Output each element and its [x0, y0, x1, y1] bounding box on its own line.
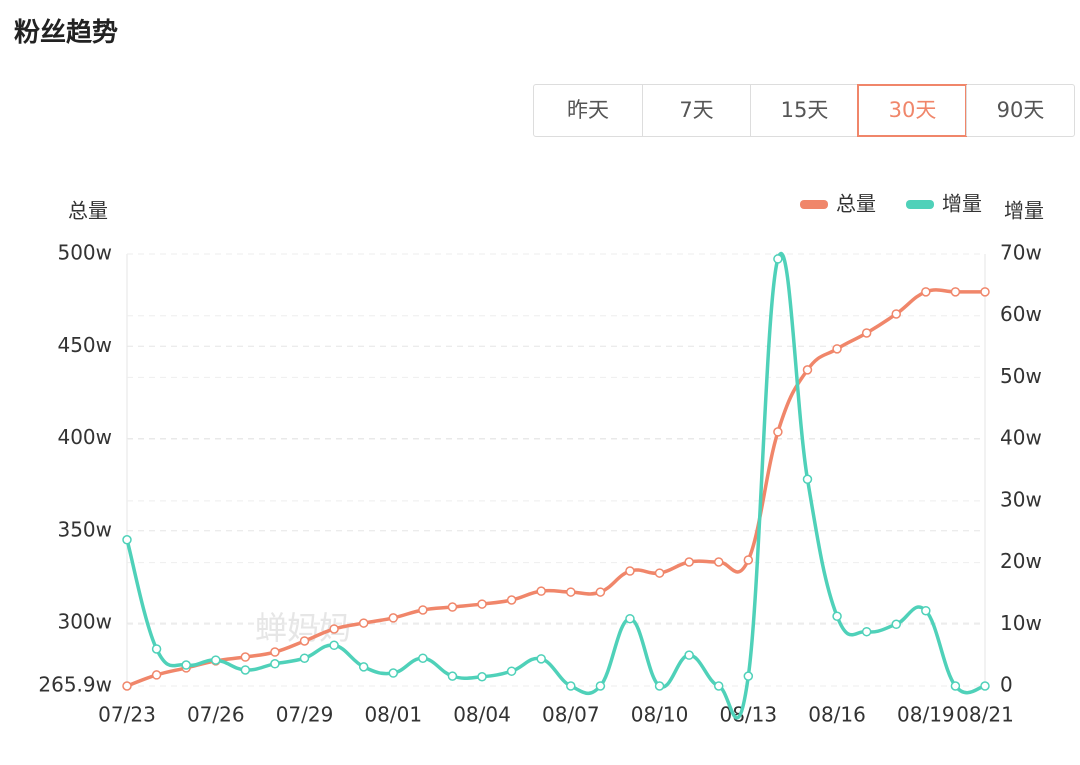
data-point: [329, 640, 339, 651]
data-point: [980, 681, 990, 691]
data-point: [477, 671, 487, 682]
data-point: [802, 365, 813, 375]
x-tick-label: 08/16: [808, 703, 866, 727]
data-point: [743, 555, 754, 565]
data-point: [151, 644, 162, 654]
y2-axis-title: 增量: [1004, 199, 1044, 223]
data-point: [270, 647, 280, 657]
page-title: 粉丝趋势: [14, 18, 119, 48]
data-point: [595, 587, 606, 597]
series-line: [125, 252, 986, 720]
range-tab[interactable]: 15天: [750, 85, 858, 136]
legend-swatch: [906, 200, 934, 209]
data-point: [921, 605, 931, 616]
data-point: [773, 427, 783, 437]
data-point: [329, 624, 339, 634]
range-tabs: 昨天 7天 15天 30天 90天: [533, 84, 1075, 137]
data-point: [122, 534, 132, 545]
data-point: [240, 652, 251, 662]
data-point: [447, 602, 458, 612]
data-point: [358, 662, 369, 672]
y-tick-label: 300w: [57, 610, 112, 634]
x-tick-label: 08/04: [453, 703, 511, 727]
data-point: [891, 309, 901, 319]
data-point: [595, 681, 606, 691]
x-tick-label: 07/26: [187, 703, 245, 727]
y2-tick-label: 0: [1000, 673, 1013, 697]
data-point: [211, 655, 221, 665]
data-point: [299, 653, 310, 663]
data-point: [921, 287, 931, 297]
y2-tick-label: 40w: [1000, 426, 1042, 450]
data-point: [358, 618, 369, 628]
data-point: [625, 613, 635, 624]
x-tick-label: 08/10: [631, 703, 689, 727]
y-tick-label: 500w: [57, 241, 112, 265]
data-point: [388, 613, 399, 623]
y2-tick-label: 70w: [1000, 241, 1042, 265]
data-point: [536, 586, 546, 596]
data-point: [122, 681, 132, 691]
x-tick-label: 07/29: [276, 703, 334, 727]
x-tick-label: 08/19: [897, 703, 955, 727]
data-point: [418, 605, 428, 615]
data-point: [950, 681, 961, 691]
data-point: [713, 681, 724, 691]
data-point: [713, 557, 724, 567]
y2-tick-label: 30w: [1000, 487, 1042, 511]
y-axis-title: 总量: [68, 199, 108, 223]
data-point: [654, 681, 665, 691]
data-point: [684, 557, 694, 567]
data-point: [151, 670, 162, 680]
y2-tick-label: 10w: [1000, 611, 1042, 635]
y-tick-label: 265.9w: [38, 673, 112, 697]
data-point: [240, 665, 251, 675]
legend-swatch: [800, 200, 828, 209]
data-point: [418, 653, 428, 663]
x-tick-label: 08/07: [542, 703, 600, 727]
data-point: [980, 287, 990, 297]
data-point: [802, 474, 813, 485]
data-point: [684, 650, 694, 660]
x-tick-label: 07/23: [98, 703, 156, 727]
data-point: [299, 636, 310, 646]
data-point: [270, 659, 280, 669]
data-point: [506, 666, 517, 676]
x-tick-label: 08/21: [956, 703, 1014, 727]
y2-tick-label: 50w: [1000, 364, 1042, 388]
y2-tick-label: 60w: [1000, 302, 1042, 326]
data-point: [773, 254, 783, 264]
data-point: [447, 671, 458, 681]
data-point: [832, 344, 842, 354]
range-tab[interactable]: 7天: [642, 85, 750, 136]
data-point: [506, 595, 517, 605]
data-point: [477, 599, 487, 609]
data-point: [654, 568, 665, 578]
data-point: [566, 681, 576, 691]
data-point: [566, 587, 576, 597]
data-point: [743, 671, 754, 681]
data-point: [181, 660, 191, 670]
legend-label: 总量: [836, 192, 876, 216]
y-tick-label: 350w: [57, 517, 112, 541]
data-point: [950, 287, 961, 297]
range-tab[interactable]: 90天: [966, 85, 1074, 136]
data-point: [625, 566, 635, 576]
x-tick-label: 08/01: [364, 703, 422, 727]
y-tick-label: 400w: [57, 425, 112, 449]
range-tab[interactable]: 30天: [857, 84, 967, 137]
range-tab[interactable]: 昨天: [567, 98, 609, 122]
data-point: [891, 619, 901, 630]
y-tick-label: 450w: [57, 333, 112, 357]
data-point: [861, 328, 872, 338]
y2-tick-label: 20w: [1000, 549, 1042, 573]
data-point: [861, 626, 872, 637]
legend-label: 增量: [942, 192, 982, 216]
data-point: [536, 654, 546, 664]
data-point: [388, 668, 399, 678]
data-point: [832, 611, 842, 622]
